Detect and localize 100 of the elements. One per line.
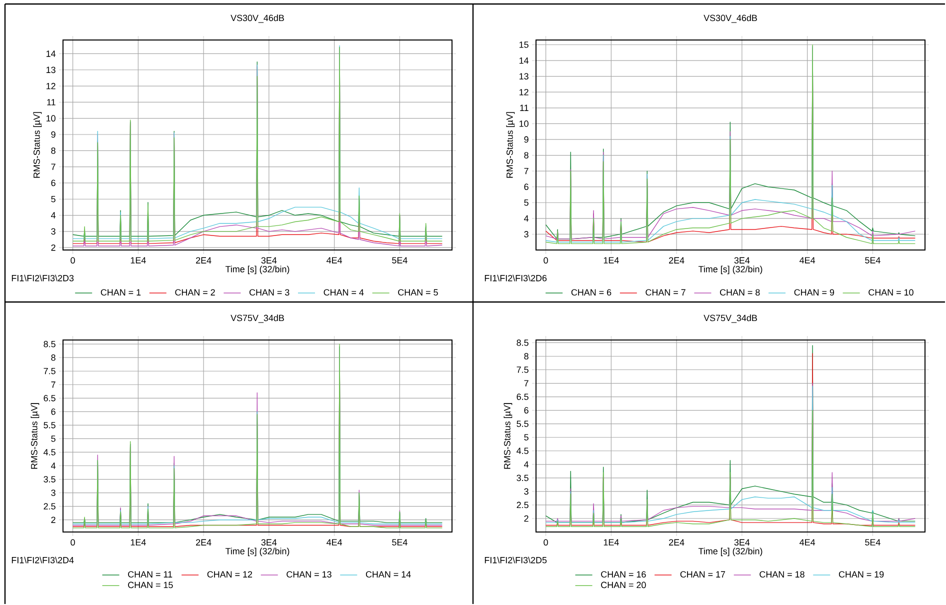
y-tick-label: 4 [524, 461, 529, 468]
x-tick-label: 3E4 [261, 257, 277, 264]
chart-title: VS30V_46dB [230, 14, 284, 23]
y-tick-label: 12 [520, 88, 528, 96]
x-tick-label: 5E4 [865, 539, 880, 546]
legend-label: CHAN = 18 [760, 571, 804, 578]
x-tick-label: 4E4 [326, 257, 342, 264]
y-tick-label: 4.5 [44, 449, 56, 456]
x-tick-label: 5E4 [865, 257, 880, 264]
y-tick-label: 7 [51, 164, 56, 170]
chart-title: VS75V_34dB [704, 314, 757, 323]
x-tick-label: 5E4 [392, 257, 408, 264]
y-tick-label: 6 [524, 184, 528, 190]
legend-label: CHAN = 14 [366, 571, 411, 578]
text: FI1\FI2\FI3\2D6 [484, 274, 547, 282]
x-axis-title: Time [s] (32/bin) [225, 548, 290, 556]
y-tick-label: 5 [51, 436, 56, 442]
legend-label: CHAN = 12 [207, 571, 252, 578]
y-tick-label: 2 [51, 516, 56, 523]
x-tick-label: 4E4 [800, 257, 816, 264]
y-tick-label: 13 [46, 66, 56, 74]
y-axis-title: RMS-Status [µV] [506, 112, 515, 178]
y-tick-label: 8 [51, 354, 56, 361]
legend-label: CHAN = 9 [794, 289, 834, 296]
y-tick-label: 3.5 [44, 476, 56, 482]
legend-label: CHAN = 4 [324, 289, 364, 296]
text: FI1\FI2\FI3\2D3 [12, 274, 74, 282]
legend-label: CHAN = 15 [128, 582, 173, 588]
y-tick-label: 7 [51, 382, 56, 388]
legend-label: CHAN = 16 [601, 571, 646, 578]
legend-label: CHAN = 1 [100, 289, 141, 296]
x-tick-label: 2E4 [196, 539, 212, 546]
x-tick-label: 1E4 [130, 539, 146, 546]
y-axis-title: RMS-Status [µV] [33, 112, 42, 178]
y-tick-label: 5.5 [516, 420, 528, 427]
y-tick-label: 11 [520, 104, 528, 111]
y-axis-title: RMS-Status [µV] [30, 403, 40, 469]
chart-title: VS75V_34dB [230, 314, 284, 323]
legend-label: CHAN = 13 [286, 571, 332, 578]
y-tick-label: 2 [524, 515, 528, 522]
y-tick-label: 3 [51, 228, 56, 235]
y-tick-label: 9 [524, 136, 528, 143]
y-tick-label: 7 [524, 168, 528, 174]
x-tick-label: 4E4 [326, 539, 342, 546]
y-tick-label: 13 [520, 73, 528, 80]
y-tick-label: 14 [46, 50, 56, 57]
legend-label: CHAN = 10 [868, 289, 914, 296]
y-tick-label: 3 [51, 490, 56, 496]
y-tick-label: 10 [520, 120, 528, 127]
x-tick-label: 3E4 [734, 539, 750, 546]
text: FI1\FI2\FI3\2D4 [12, 556, 74, 564]
y-tick-label: 3.5 [516, 474, 528, 482]
x-tick-label: 1E4 [604, 257, 619, 264]
y-tick-label: 4 [524, 215, 529, 222]
legend-label: CHAN = 17 [680, 571, 726, 578]
y-tick-label: 7 [524, 380, 528, 386]
x-tick-label: 1E4 [130, 257, 146, 264]
x-axis-title: Time [s] (32/bin) [698, 548, 762, 556]
y-tick-label: 14 [520, 57, 529, 64]
x-tick-label: 3E4 [734, 257, 750, 264]
y-tick-label: 6 [51, 408, 56, 415]
y-tick-label: 5 [524, 200, 528, 206]
x-tick-label: 2E4 [669, 539, 684, 546]
x-axis-title: Time [s] (32/bin) [225, 266, 290, 274]
x-tick-label: 0 [70, 539, 75, 546]
x-tick-label: 2E4 [669, 257, 684, 264]
y-tick-label: 3 [524, 488, 528, 495]
y-tick-label: 7.5 [44, 368, 56, 374]
y-tick-label: 12 [46, 82, 56, 90]
legend-label: CHAN = 11 [128, 571, 172, 578]
x-tick-label: 1E4 [604, 539, 619, 546]
x-tick-label: 2E4 [196, 257, 212, 264]
x-axis-title: Time [s] (32/bin) [698, 266, 762, 274]
x-tick-label: 0 [544, 539, 548, 546]
x-tick-label: 5E4 [392, 539, 408, 546]
y-tick-label: 6 [524, 407, 528, 414]
x-tick-label: 0 [70, 257, 75, 264]
y-tick-label: 8.5 [516, 340, 528, 346]
y-tick-label: 10 [46, 115, 56, 122]
y-tick-label: 2.5 [516, 502, 528, 508]
chart-title: VS30V_46dB [704, 14, 757, 23]
y-tick-label: 4 [51, 462, 56, 469]
y-tick-label: 11 [47, 99, 56, 106]
y-tick-label: 15 [520, 42, 528, 48]
y-tick-label: 3 [524, 231, 528, 238]
y-tick-label: 2.5 [44, 503, 56, 510]
y-axis-title: RMS-Status [µV] [504, 403, 512, 469]
y-tick-label: 5 [524, 434, 528, 440]
legend-label: CHAN = 5 [398, 289, 438, 296]
y-tick-label: 7.5 [516, 366, 528, 373]
legend-label: CHAN = 2 [175, 289, 215, 296]
legend-label: CHAN = 7 [646, 289, 686, 296]
y-tick-label: 8 [524, 152, 528, 158]
y-tick-label: 6.5 [44, 394, 56, 402]
y-tick-label: 5 [51, 196, 56, 202]
legend-label: CHAN = 3 [250, 289, 290, 296]
legend-label: CHAN = 8 [720, 289, 760, 296]
x-tick-label: 0 [544, 257, 548, 264]
y-tick-label: 6 [51, 180, 56, 186]
x-tick-label: 4E4 [800, 539, 816, 546]
